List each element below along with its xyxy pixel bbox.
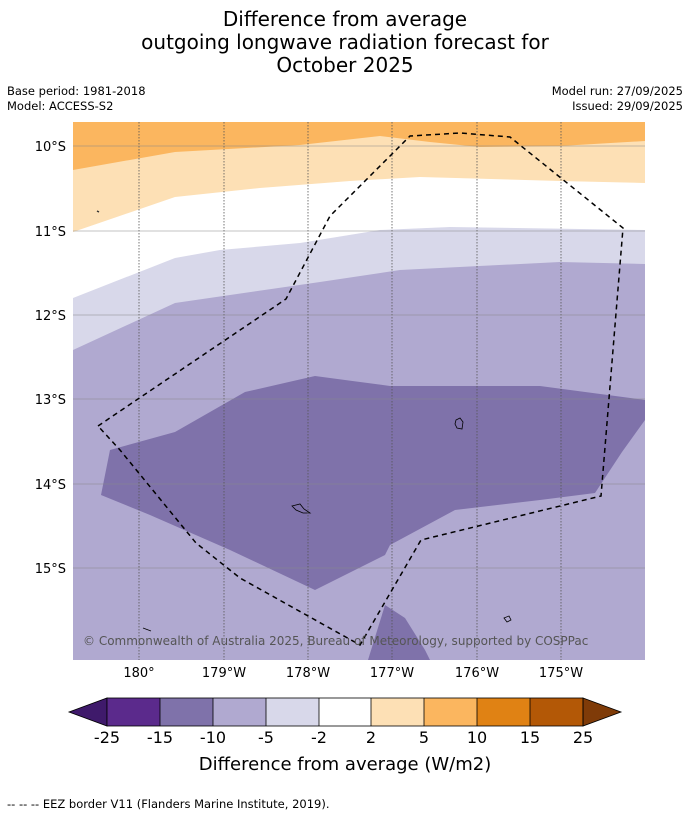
gridlines <box>73 122 645 660</box>
colorbar-tick: -15 <box>147 728 173 747</box>
lat-label: 15°S <box>35 562 66 577</box>
lat-label: 13°S <box>35 393 66 408</box>
lat-label: 12°S <box>35 309 66 324</box>
anomaly-patch-south <box>368 605 430 660</box>
lat-axis-labels: 10°S 11°S 12°S 13°S 14°S 15°S <box>35 140 66 577</box>
colorbar-segment <box>371 698 424 726</box>
meta-right: Model run: 27/09/2025 Issued: 29/09/2025 <box>552 84 683 114</box>
colorbar-tick: 5 <box>419 728 429 747</box>
colorbar-segment <box>213 698 266 726</box>
island-speck <box>96 210 100 213</box>
model-run: Model run: 27/09/2025 <box>551 84 683 98</box>
colorbar-segment <box>424 698 477 726</box>
colorbar-segment <box>530 698 583 726</box>
colorbar-extend-high <box>582 697 623 727</box>
lon-label: 177°W <box>370 666 414 681</box>
colorbar-tick: 15 <box>520 728 540 747</box>
base-period: Base period: 1981-2018 <box>7 84 146 98</box>
colorbar-segment <box>160 698 213 726</box>
colorbar-segment <box>107 698 160 726</box>
colorbar-segment <box>477 698 530 726</box>
copyright-notice: © Commonwealth of Australia 2025, Bureau… <box>83 634 588 648</box>
map-area: © Commonwealth of Australia 2025, Bureau… <box>73 122 645 660</box>
lon-label: 176°W <box>455 666 499 681</box>
colorbar-segment <box>266 698 319 726</box>
lon-label: 175°W <box>539 666 583 681</box>
anomaly-band-5-10 <box>73 122 645 170</box>
island-outline <box>291 503 312 514</box>
lon-label: 179°W <box>202 666 246 681</box>
colorbar-tick: 10 <box>467 728 487 747</box>
lon-axis-labels: 180° 179°W 178°W 177°W 176°W 175°W <box>123 666 583 681</box>
colorbar-tick: -5 <box>258 728 274 747</box>
colorbar-label: Difference from average (W/m2) <box>199 754 491 775</box>
eez-legend-note: -- -- -- EEZ border V11 (Flanders Marine… <box>7 797 330 811</box>
island-outline <box>454 417 464 430</box>
colorbar-ticks: -25 -15 -10 -5 -2 2 5 10 15 25 <box>94 728 593 747</box>
model-name: Model: ACCESS-S2 <box>7 99 114 113</box>
lat-label: 11°S <box>35 225 66 240</box>
colorbar-tick: -10 <box>200 728 226 747</box>
issued-date: Issued: 29/09/2025 <box>572 99 683 113</box>
colorbar-tick: -2 <box>311 728 327 747</box>
eez-border <box>96 132 624 647</box>
colorbar: -25 -15 -10 -5 -2 2 5 10 15 25 Differenc… <box>67 697 623 775</box>
title-line-3: October 2025 <box>276 53 414 77</box>
colorbar-tick: -25 <box>94 728 120 747</box>
colorbar-extend-low <box>67 697 108 727</box>
island-outline <box>142 627 152 632</box>
lat-label: 14°S <box>35 478 66 493</box>
title-line-1: Difference from average <box>222 7 468 31</box>
anomaly-band-minus15-minus10 <box>101 376 645 590</box>
lon-label: 178°W <box>286 666 330 681</box>
colorbar-tick: 25 <box>573 728 593 747</box>
island-outline <box>503 615 512 623</box>
lon-label: 180° <box>123 666 154 681</box>
chart-title: Difference from average outgoing longwav… <box>0 8 690 77</box>
colorbar-frame <box>106 697 584 727</box>
meta-left: Base period: 1981-2018 Model: ACCESS-S2 <box>7 84 146 114</box>
lat-label: 10°S <box>35 140 66 155</box>
colorbar-tick: 2 <box>366 728 376 747</box>
title-line-2: outgoing longwave radiation forecast for <box>141 30 549 54</box>
colorbar-dividers <box>159 698 531 726</box>
colorbar-segment <box>319 698 371 726</box>
